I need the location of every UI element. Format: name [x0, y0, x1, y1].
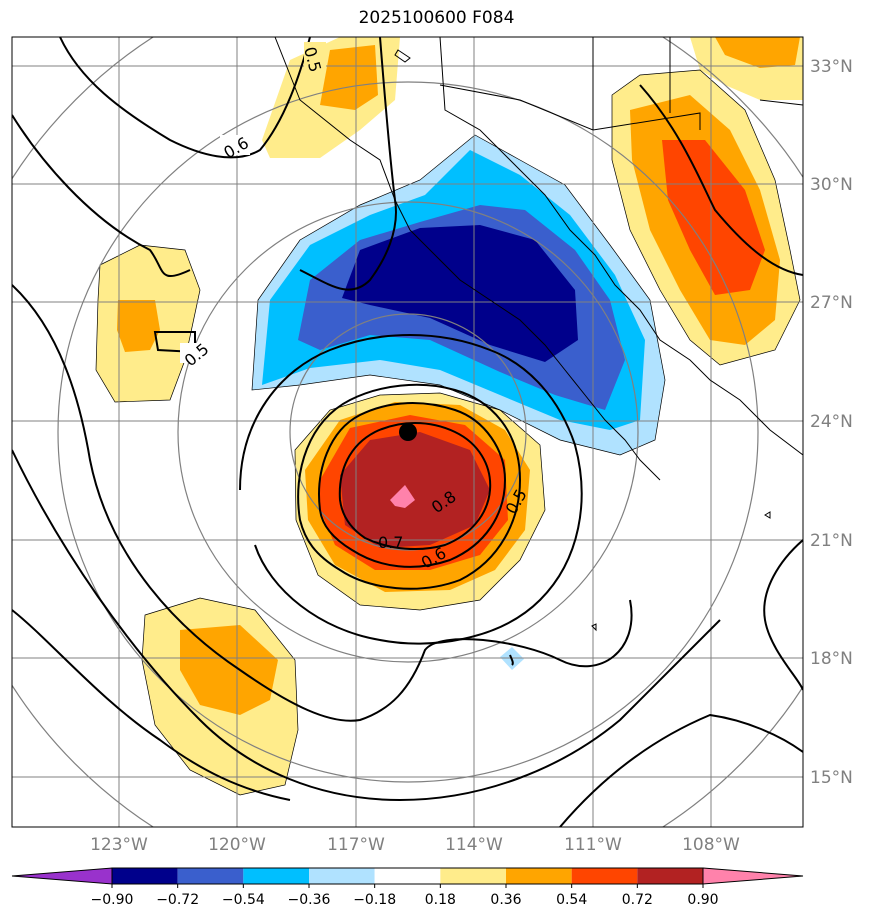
colorbar-swatch: [112, 868, 178, 884]
colorbar-swatch: [506, 868, 572, 884]
colorbar-swatch: [571, 868, 638, 884]
contour-lines: [12, 37, 803, 827]
map-area: [12, 37, 803, 827]
graticule: [12, 37, 803, 827]
positive-anomaly-top-right-core: [715, 37, 800, 68]
lat-label: 15°N: [810, 768, 853, 788]
range-rings: [12, 37, 803, 827]
colorbar-swatch: [637, 868, 703, 884]
positive-anomaly-sw-core: [180, 625, 278, 715]
negative-anomaly-core: [342, 225, 578, 362]
colorbar-tick-label: 0.54: [556, 892, 587, 908]
lon-label: 120°W: [208, 835, 266, 855]
colorbar-tick-label: −0.36: [288, 892, 331, 908]
lon-label: 114°W: [445, 835, 503, 855]
lat-label: 24°N: [810, 412, 853, 432]
lon-label: 117°W: [327, 835, 385, 855]
lat-label: 33°N: [810, 57, 853, 77]
shading-outlines: [95, 69, 801, 796]
colorbar-swatch: [374, 868, 441, 884]
colorbar-swatch: [440, 868, 506, 884]
colorbar-tick-label: 0.90: [687, 892, 718, 908]
lon-label: 111°W: [564, 835, 622, 855]
colorbar-swatch: [177, 868, 244, 884]
longitude-labels: 123°W 120°W 117°W 114°W 111°W 108°W: [90, 835, 740, 855]
lat-label: 18°N: [810, 649, 853, 669]
positive-anomaly-center-core: [340, 432, 490, 548]
colorbar-tick-label: −0.90: [91, 892, 134, 908]
colorbar: −0.90 −0.72 −0.54 −0.36 −0.18 0.18 0.36 0.54 0.7…: [11, 867, 804, 908]
positive-anomaly-center-peak: [390, 485, 415, 508]
lat-label: 21°N: [810, 531, 853, 551]
colorbar-tick-label: 0.18: [425, 892, 456, 908]
map-frame: [11, 36, 804, 828]
colorbar-extend-low: [11, 867, 113, 885]
lon-label: 123°W: [90, 835, 148, 855]
coastline: [274, 37, 803, 632]
lat-label: 27°N: [810, 293, 853, 313]
plot-title: 2025100600 F084: [358, 8, 515, 28]
positive-anomaly-nw-core: [320, 45, 378, 110]
colorbar-border: [111, 867, 704, 885]
latitude-labels: 33°N 30°N 27°N 24°N 21°N 18°N 15°N: [810, 57, 853, 788]
colorbar-tick-label: 0.36: [490, 892, 521, 908]
colorbar-tick-label: −0.54: [222, 892, 265, 908]
colorbar-tick-label: −0.18: [353, 892, 396, 908]
lat-label: 30°N: [810, 175, 853, 195]
colorbar-swatch: [309, 868, 375, 884]
colorbar-swatch: [243, 868, 309, 884]
lon-label: 108°W: [682, 835, 740, 855]
colorbar-tick-label: −0.72: [156, 892, 199, 908]
colorbar-extend-high: [702, 867, 804, 885]
storm-center-marker: [399, 423, 417, 441]
positive-anomaly-west-core: [117, 300, 160, 352]
positive-anomaly-ne-core: [662, 140, 765, 295]
colorbar-tick-label: 0.72: [622, 892, 653, 908]
contour-label: 0.7: [378, 533, 403, 552]
